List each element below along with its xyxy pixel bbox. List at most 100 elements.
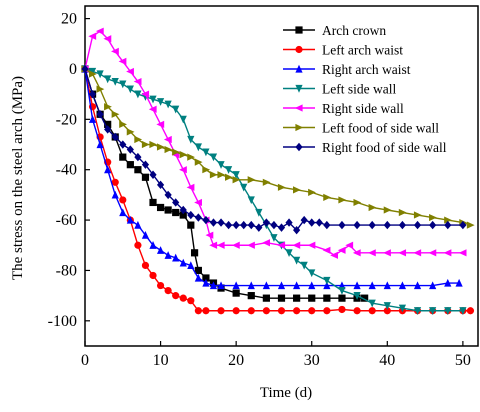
data-point [353,198,362,207]
data-point [126,161,134,169]
y-axis: 20 0 -20 -40 -60 -80 -100 [48,11,90,330]
y-axis-label: The stress on the steel arch (MPa) [10,76,26,280]
data-point [293,294,301,302]
data-point [126,128,135,136]
x-axis: 0 10 20 30 40 50 [81,341,471,369]
data-point [231,241,240,249]
data-point [240,220,248,230]
data-point [156,203,165,212]
data-point [444,220,452,230]
data-point [179,166,187,174]
data-point [444,216,452,224]
data-point [247,292,255,300]
data-point [141,90,150,98]
data-point [308,281,316,290]
data-point [353,307,361,315]
data-point [88,32,97,40]
data-point [96,140,104,149]
data-point [81,64,89,74]
data-point [194,198,202,207]
legend-marker [295,64,303,73]
legend-marker [295,84,303,93]
y-tick-label: -40 [56,162,77,179]
legend-entry: Left arch waist [283,43,403,58]
data-point [383,249,391,257]
data-point [194,273,202,282]
data-point [413,249,422,257]
x-tick-label: 10 [153,352,169,369]
data-point [148,105,157,113]
data-point [466,307,475,315]
data-point [164,190,172,200]
data-point [134,166,142,174]
data-point [361,294,369,302]
data-point [202,166,211,174]
data-point [383,281,391,290]
data-point [149,95,157,104]
data-point [293,225,301,235]
data-point [398,281,407,290]
data-point [172,208,180,217]
data-point [224,166,233,174]
data-point [149,241,157,249]
data-point [149,140,158,149]
data-point [338,305,346,314]
data-point [352,249,361,257]
data-point [119,196,127,204]
data-point [179,115,187,124]
data-point [111,77,119,86]
y-tick-label: -60 [56,212,77,229]
data-point [187,261,195,270]
data-point [163,135,172,144]
data-point [96,70,104,79]
legend-entry: Right arch waist [283,62,411,77]
data-point [368,220,376,230]
data-point [262,294,270,302]
data-point [323,307,331,315]
data-point [88,115,97,123]
data-point [330,251,339,259]
data-point [262,281,270,290]
data-point [353,281,361,290]
data-point [383,307,391,315]
data-point [368,281,376,290]
data-point [285,249,293,258]
data-point [156,120,165,128]
data-point [338,196,347,204]
data-point [308,307,316,315]
data-point [413,307,422,315]
data-point [255,223,263,232]
data-point [293,281,301,290]
data-point [398,208,407,217]
data-point [104,125,112,134]
data-point [293,307,301,315]
data-point [88,67,97,76]
data-point [126,85,134,94]
data-point [141,140,150,149]
data-point [293,256,301,265]
data-point [194,213,202,222]
data-point [367,249,376,257]
x-axis-label: Time (d) [260,385,312,401]
data-point [164,286,172,295]
data-point [383,220,391,230]
legend-label: Right food of side wall [322,140,447,155]
y-tick-label: 0 [69,61,77,78]
data-point [119,120,127,128]
data-point [164,206,172,214]
data-point [308,294,316,302]
data-point [459,307,467,315]
data-point [156,180,165,190]
legend: Arch crown Left arch waist Right arch wais… [283,23,447,155]
data-point [444,307,452,315]
data-point [443,249,452,257]
data-point [323,193,332,202]
data-point [141,160,150,169]
data-point [88,89,97,99]
data-point [111,190,119,199]
data-point [262,307,270,315]
series-5 [81,65,475,229]
data-point [104,120,112,128]
data-point [202,274,210,282]
data-point [141,230,150,239]
